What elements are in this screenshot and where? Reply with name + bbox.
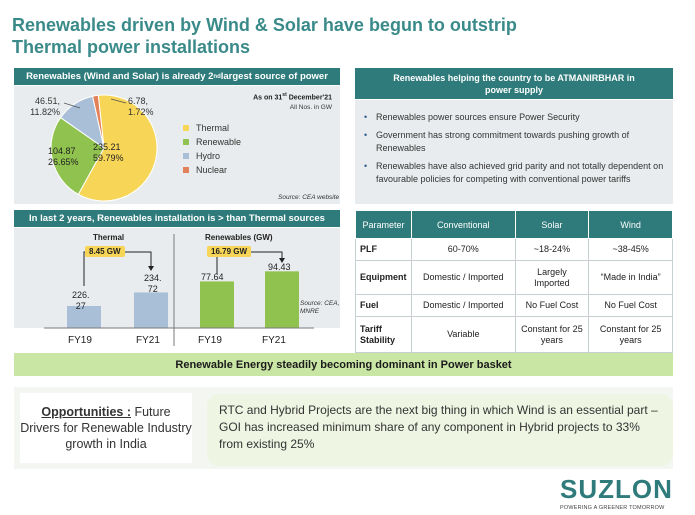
hydro-label: 46.51, 11.82% [30,96,60,117]
x-tick-fy19-thermal: FY19 [68,335,92,346]
logo-tagline: POWERING A GREENER TOMORROW [560,505,665,511]
bar-label-thermal-fy21: 234. 72 [144,273,162,294]
hydro-leader-line [63,102,81,109]
logo-wordmark: SUZLON [560,474,673,504]
opportunities-box: Opportunities : Future Drivers for Renew… [20,393,192,463]
header-conventional: Conventional [410,210,516,239]
table-header-row: Parameter Conventional Solar Wind [355,210,673,239]
bar-thermal-fy21 [134,292,168,328]
header-solar: Solar [514,210,590,239]
x-tick-fy21-renew: FY21 [262,335,286,346]
bar-label-renew-fy21: 94.43 [268,262,291,272]
table-row: Tariff Stability Variable Constant for 2… [355,316,673,353]
slide-title-line2: Thermal power installations [12,37,251,57]
legend-swatch [183,153,189,159]
bar-renewables-fy19 [200,281,234,328]
header-parameter: Parameter [355,210,412,239]
as-on-date: As on 31st December'21 [253,92,332,102]
bar-label-thermal-fy19: 226. 27 [72,290,90,311]
comparison-table: Parameter Conventional Solar Wind PLF 60… [355,210,673,353]
pie-slice-thermal [77,94,158,202]
table-row: Equipment Domestic / Imported Largely Im… [355,260,673,295]
renewable-slice-label: 104.87 26.65% [48,146,79,167]
legend-item-thermal: Thermal [183,121,241,135]
legend-swatch [183,125,189,131]
atmanirbhar-header: Renewables helping the country to be ATM… [355,68,673,99]
x-tick-fy21-thermal: FY21 [136,335,160,346]
pie-panel-header: Renewables (Wind and Solar) is already 2… [14,68,340,85]
slide-title-line1: Renewables driven by Wind & Solar have b… [12,15,517,35]
nuclear-label: 6.78, 1.72% [128,96,154,117]
slide-title: Renewables driven by Wind & Solar have b… [12,14,612,58]
bar-chart [44,234,314,346]
bullet-item: Government has strong commitment towards… [364,129,664,156]
bullet-item: Renewables power sources ensure Power Se… [364,111,664,125]
legend-item-hydro: Hydro [183,149,241,163]
legend-item-nuclear: Nuclear [183,163,241,177]
bullet-item: Renewables have also achieved grid parit… [364,160,664,187]
legend-swatch [183,139,189,145]
pie-source: Source: CEA website [278,194,340,201]
bar-thermal-fy19 [67,305,101,328]
opportunities-text: Opportunities : Future Drivers for Renew… [20,405,192,451]
suzlon-logo: SUZLON POWERING A GREENER TOMORROW [560,474,680,511]
pie-chart [50,94,158,202]
pie-legend: Thermal Renewable Hydro Nuclear [183,121,241,177]
table-row: Fuel Domestic / Imported No Fuel Cost No… [355,294,673,317]
pie-slice-nuclear [92,94,105,149]
atmanirbhar-bullets: Renewables power sources ensure Power Se… [364,111,664,191]
thermal-delta-badge: 8.45 GW [85,246,125,257]
pie-slice-renewable [50,116,105,196]
units-note: All Nos. in GW [289,104,332,111]
x-tick-fy19-renew: FY19 [198,335,222,346]
legend-swatch [183,167,189,173]
bar-panel-header: In last 2 years, Renewables installation… [14,210,340,227]
legend-item-renewable: Renewable [183,135,241,149]
rtc-hybrid-callout: RTC and Hybrid Projects are the next big… [207,394,673,466]
bar-renewables-fy21 [265,271,299,328]
green-banner: Renewable Energy steadily becoming domin… [14,353,673,376]
renewables-chart-title: Renewables (GW) [205,233,273,242]
header-wind: Wind [588,210,673,239]
thermal-slice-label: 235.21 59.79% [93,142,124,163]
thermal-chart-title: Thermal [93,233,125,242]
table-row: PLF 60-70% ~18-24% ~38-45% [355,238,673,261]
renewables-delta-badge: 16.79 GW [207,246,252,257]
bar-source: Source: CEA, MNRE [300,300,340,315]
nuclear-leader-line [110,98,127,104]
bar-label-renew-fy19: 77.64 [201,272,224,282]
